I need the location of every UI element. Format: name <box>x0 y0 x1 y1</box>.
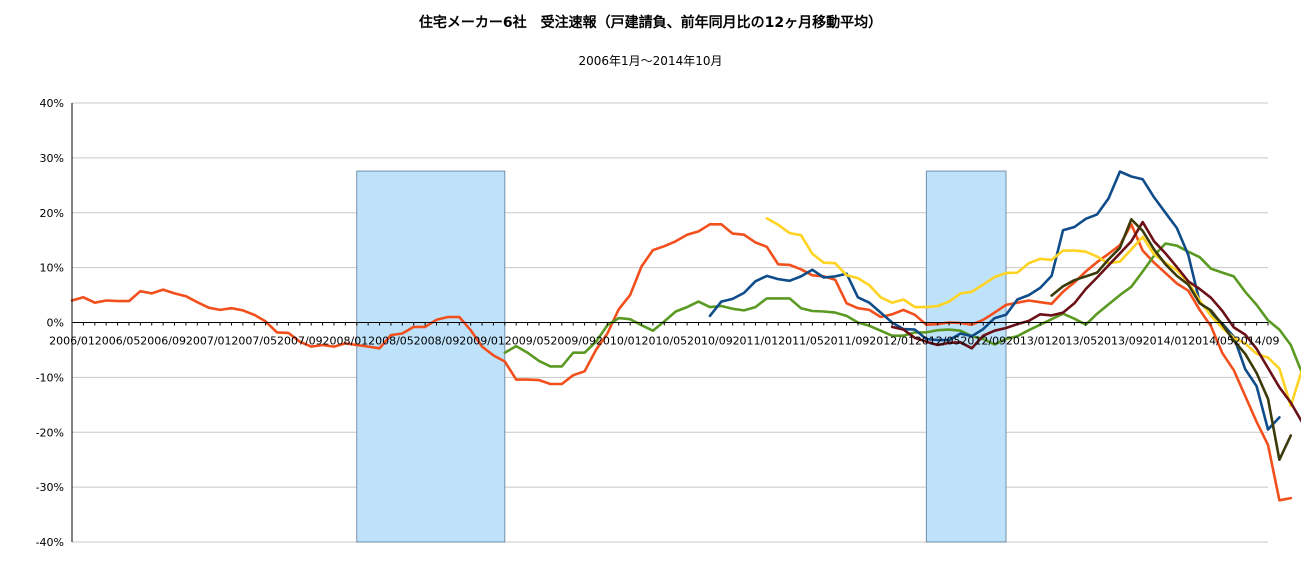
x-tick-label: 2010/05 <box>641 335 687 348</box>
y-tick-label: 40% <box>40 97 64 110</box>
y-tick-labels: 40% 30% 20% 10% 0% -10% -20% -30% -40% <box>36 97 64 549</box>
shaded-period <box>925 170 1007 543</box>
x-tick-label: 2008/09 <box>414 335 460 348</box>
y-tick-label: -20% <box>36 426 64 439</box>
x-tick-label: 2008/05 <box>368 335 414 348</box>
series-line-1 <box>70 223 1293 502</box>
chart-title: 住宅メーカー6社 受注速報（戸建請負、前年同月比の12ヶ月移動平均） <box>418 15 883 31</box>
shaded-periods <box>356 170 1007 543</box>
x-tick-label: 2006/01 <box>49 335 95 348</box>
series-line-6 <box>1050 218 1293 462</box>
x-tick-label: 2008/01 <box>323 335 369 348</box>
shaded-period <box>356 170 506 543</box>
x-tick-label: 2010/01 <box>596 335 642 348</box>
y-tick-label: 20% <box>40 207 64 220</box>
x-tick-label: 2007/01 <box>186 335 232 348</box>
y-tick-label: -40% <box>36 536 64 549</box>
x-tick-label: 2009/05 <box>505 335 551 348</box>
y-tick-label: -10% <box>36 371 64 384</box>
x-tick-label: 2013/05 <box>1052 335 1098 348</box>
x-tick-label: 2007/09 <box>277 335 323 348</box>
x-tick-label: 2014/05 <box>1188 335 1234 348</box>
x-tick-label: 2014/01 <box>1143 335 1189 348</box>
y-tick-label: -30% <box>36 481 64 494</box>
series-lines <box>70 170 1301 502</box>
x-tick-label: 2010/09 <box>687 335 733 348</box>
x-tick-labels: 2006/01 2006/05 2006/09 2007/01 2007/05 2007/… <box>49 335 1279 348</box>
series-line-3 <box>708 170 1281 431</box>
grid-lines <box>72 102 1268 543</box>
x-tick-label: 2009/01 <box>459 335 505 348</box>
y-tick-label: 30% <box>40 152 64 165</box>
series-line-4 <box>765 216 1301 408</box>
x-tick-label: 2012/01 <box>869 335 915 348</box>
chart-subtitle: 2006年1月～2014年10月 <box>578 54 723 68</box>
x-tick-label: 2009/09 <box>550 335 596 348</box>
x-tick-label: 2012/05 <box>915 335 961 348</box>
y-tick-label: 10% <box>40 262 64 275</box>
x-tick-label: 2011/01 <box>733 335 779 348</box>
series-line-5 <box>890 220 1301 423</box>
y-tick-label: 0% <box>47 317 64 330</box>
x-tick-label: 2007/05 <box>231 335 277 348</box>
x-tick-label: 2012/09 <box>960 335 1006 348</box>
x-tick-label: 2013/01 <box>1006 335 1052 348</box>
x-tick-label: 2006/09 <box>140 335 186 348</box>
x-tick-label: 2013/09 <box>1097 335 1143 348</box>
axes <box>71 103 1269 542</box>
x-tick-label: 2006/05 <box>95 335 141 348</box>
x-tick-label: 2011/09 <box>824 335 870 348</box>
x-tick-label: 2014/09 <box>1234 335 1280 348</box>
x-tick-label: 2011/05 <box>778 335 824 348</box>
